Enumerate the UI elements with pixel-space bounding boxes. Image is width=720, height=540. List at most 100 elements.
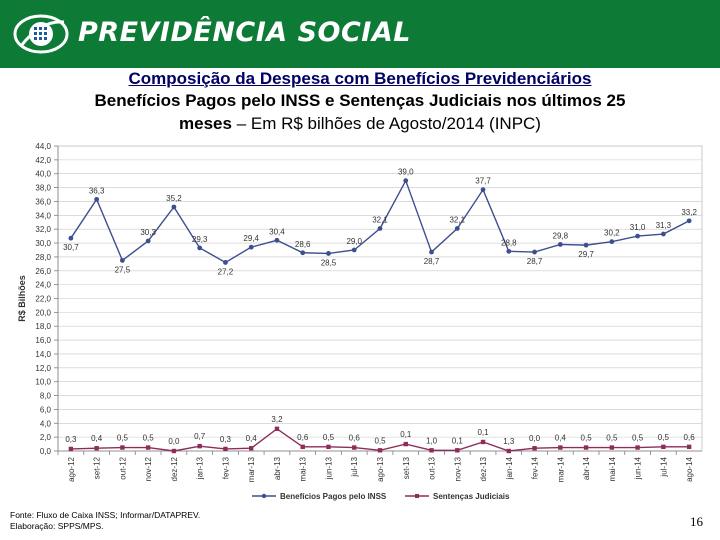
x-tick-label: mai-14 bbox=[608, 456, 617, 481]
data-label: 32,1 bbox=[449, 215, 465, 224]
data-label: 3,2 bbox=[271, 415, 283, 424]
footer-notes: Fonte: Fluxo de Caixa INSS; Informar/DAT… bbox=[10, 510, 200, 532]
data-label: 30,3 bbox=[140, 228, 156, 237]
y-tick-label: 16,0 bbox=[35, 336, 51, 345]
series-1-point bbox=[635, 233, 640, 239]
series-2-point bbox=[68, 446, 74, 452]
y-tick-label: 10,0 bbox=[35, 378, 51, 387]
series-1-point bbox=[326, 251, 331, 256]
data-label: 0,3 bbox=[65, 435, 77, 444]
x-tick-label: dez-12 bbox=[170, 456, 179, 481]
y-axis-label: R$ Bilhões bbox=[17, 275, 27, 322]
series-1-point bbox=[557, 242, 563, 247]
series-1-point bbox=[583, 242, 589, 248]
data-label: 29,8 bbox=[553, 231, 569, 240]
data-label: 0,1 bbox=[477, 428, 489, 437]
data-label: 0,5 bbox=[117, 434, 129, 443]
footer-prepared: Elaboração: SPPS/MPS. bbox=[10, 521, 104, 531]
x-tick-label: out-12 bbox=[118, 456, 127, 479]
series-1-point bbox=[454, 226, 460, 231]
data-label: 32,1 bbox=[372, 215, 388, 224]
data-label: 0,5 bbox=[606, 434, 618, 443]
series-2-point bbox=[326, 444, 331, 450]
data-label: 27,5 bbox=[115, 265, 131, 274]
title-line-2: Benefícios Pagos pelo INSS e Sentenças J… bbox=[94, 91, 626, 110]
data-label: 0,5 bbox=[374, 436, 386, 445]
data-label: 0,6 bbox=[684, 433, 696, 442]
page-number: 16 bbox=[690, 514, 703, 529]
x-tick-label: nov-12 bbox=[144, 456, 153, 481]
series-2-point bbox=[223, 446, 228, 452]
footer-source: Fonte: Fluxo de Caixa INSS; Informar/DAT… bbox=[10, 510, 201, 520]
series-1-point bbox=[145, 238, 151, 244]
data-label: 0,5 bbox=[658, 433, 670, 442]
series-2-point bbox=[635, 445, 640, 450]
legend-label-1: Benefícios Pagos pelo INSS bbox=[280, 492, 387, 501]
data-label: 36,3 bbox=[89, 186, 105, 195]
series-2-point bbox=[94, 446, 99, 451]
series-2-point bbox=[300, 444, 305, 450]
series-2-point bbox=[661, 444, 666, 450]
x-tick-label: fev-13 bbox=[221, 456, 230, 479]
x-tick-label: out-13 bbox=[428, 456, 437, 479]
data-label: 0,1 bbox=[452, 436, 464, 445]
series-2-point bbox=[506, 448, 511, 454]
legend-marker-1 bbox=[261, 493, 267, 499]
x-tick-label: set-13 bbox=[402, 456, 411, 479]
data-label: 28,7 bbox=[527, 257, 543, 266]
y-tick-label: 4,0 bbox=[40, 419, 52, 428]
x-tick-label: ago-13 bbox=[376, 456, 385, 481]
series-1-point bbox=[171, 204, 177, 210]
data-label: 1,0 bbox=[426, 436, 438, 445]
y-tick-label: 18,0 bbox=[35, 322, 51, 331]
data-label: 31,0 bbox=[630, 223, 646, 232]
data-label: 1,3 bbox=[503, 437, 515, 446]
x-tick-label: set-12 bbox=[93, 456, 102, 479]
series-1-point bbox=[506, 248, 512, 254]
y-tick-label: 42,0 bbox=[35, 156, 51, 165]
series-1-point bbox=[377, 226, 383, 231]
data-label: 28,8 bbox=[501, 238, 517, 247]
y-tick-label: 6,0 bbox=[40, 405, 52, 414]
series-2-point bbox=[274, 426, 280, 432]
data-label: 37,7 bbox=[475, 177, 491, 186]
series-2-point bbox=[403, 441, 408, 447]
series-1-point bbox=[120, 257, 125, 263]
y-tick-label: 0,0 bbox=[40, 447, 52, 456]
line-chart: 0,0 2,0 4,0 6,0 8,0 10,0 12,0 14,0 16,0 18,0 20,0 2… bbox=[17, 142, 703, 501]
y-tick-label: 30,0 bbox=[35, 239, 51, 248]
x-tick-label: abr-13 bbox=[273, 456, 282, 480]
y-tick-label: 28,0 bbox=[35, 253, 51, 262]
data-label: 0,3 bbox=[220, 435, 232, 444]
y-tick-label: 14,0 bbox=[35, 350, 51, 359]
x-tick-label: jun-14 bbox=[634, 456, 643, 480]
title-line-3-rest: – Em R$ bilhões de Agosto/2014 (INPC) bbox=[231, 114, 541, 133]
x-tick-label: ago-12 bbox=[67, 456, 76, 481]
data-label: 0,0 bbox=[168, 437, 180, 446]
series-2-point bbox=[532, 446, 537, 451]
data-label: 29,0 bbox=[346, 237, 362, 246]
series-1-point bbox=[609, 239, 615, 245]
data-label: 33,2 bbox=[681, 208, 697, 217]
data-label: 0,1 bbox=[400, 430, 412, 439]
y-tick-label: 44,0 bbox=[35, 142, 51, 151]
data-label: 0,6 bbox=[349, 434, 361, 443]
series-1-point bbox=[300, 250, 306, 256]
legend-label-2: Sentenças Judiciais bbox=[433, 492, 510, 501]
series-2-point bbox=[609, 445, 615, 450]
title-line-1: Composição da Despesa com Benefícios Pre… bbox=[128, 69, 592, 88]
x-tick-label: abr-14 bbox=[582, 456, 591, 480]
x-tick-label: ago-14 bbox=[685, 456, 694, 481]
y-tick-label: 36,0 bbox=[35, 197, 51, 206]
y-tick-label: 40,0 bbox=[35, 170, 51, 179]
y-tick-label: 38,0 bbox=[35, 184, 51, 193]
series-2-point bbox=[120, 445, 125, 450]
series-1-point bbox=[94, 196, 100, 202]
data-label: 0,4 bbox=[555, 434, 567, 443]
title-line-3-bold: meses bbox=[179, 114, 232, 133]
y-tick-label: 24,0 bbox=[35, 281, 51, 290]
series-2-point bbox=[455, 448, 460, 453]
x-tick-label: jan-14 bbox=[505, 456, 514, 480]
data-label: 0,4 bbox=[246, 434, 258, 443]
y-tick-label: 2,0 bbox=[40, 433, 52, 442]
